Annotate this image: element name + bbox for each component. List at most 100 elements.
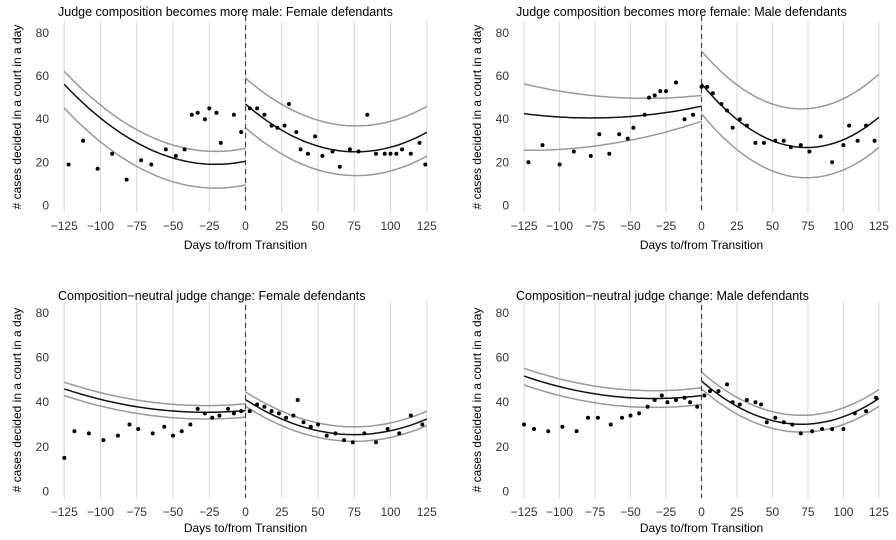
data-point	[342, 438, 347, 443]
ci-lower-right	[245, 127, 428, 177]
x-tick-label: 75	[801, 505, 815, 519]
x-tick-label: −75	[127, 505, 148, 519]
data-point	[362, 431, 367, 436]
data-point	[810, 429, 815, 434]
data-point	[255, 402, 260, 407]
x-tick-label: −50	[620, 505, 641, 519]
data-point	[652, 398, 657, 402]
data-point	[262, 112, 267, 117]
data-point	[276, 411, 281, 416]
x-tick-label: 50	[766, 505, 780, 519]
ci-upper-right	[245, 77, 428, 127]
data-point	[702, 393, 707, 398]
data-point	[66, 162, 71, 167]
data-point	[830, 427, 835, 431]
x-tick-label: 100	[380, 219, 400, 233]
x-tick-label: −125	[51, 505, 78, 519]
data-point	[202, 411, 207, 416]
y-tick-label: 20	[36, 440, 50, 454]
data-point	[645, 404, 650, 409]
data-point	[773, 415, 778, 420]
data-point	[764, 420, 769, 425]
data-point	[540, 143, 545, 148]
fit-line-left	[63, 83, 246, 166]
x-tick-label: −25	[199, 219, 220, 233]
y-tick-label: 40	[496, 112, 510, 126]
panel-title: Judge composition becomes more male: Fem…	[58, 5, 393, 19]
x-tick-label: 50	[311, 219, 325, 233]
data-point	[682, 117, 687, 122]
ci-upper-left	[523, 83, 702, 100]
x-tick-label: −50	[620, 219, 641, 233]
x-tick-label: −125	[51, 219, 78, 233]
data-point	[725, 108, 729, 113]
data-point	[202, 117, 207, 122]
data-point	[115, 433, 120, 438]
data-point	[798, 431, 803, 436]
data-point	[150, 431, 155, 436]
data-point	[247, 106, 252, 111]
fit-line-right	[701, 380, 880, 426]
data-point	[574, 429, 579, 434]
data-point	[365, 112, 370, 117]
x-tick-label: −100	[87, 505, 114, 519]
data-point	[674, 80, 678, 85]
data-point	[356, 149, 361, 154]
y-tick-label: 80	[496, 26, 510, 40]
y-axis-label: # cases decided in a court in a day	[10, 308, 24, 493]
data-point	[522, 422, 527, 427]
data-point	[239, 409, 244, 414]
data-point	[308, 424, 313, 429]
panel-male-defendants-more-female: Judge composition becomes more female: M…	[470, 5, 889, 252]
data-point	[608, 422, 613, 427]
ci-upper-right	[245, 391, 428, 428]
data-point	[282, 123, 287, 128]
data-point	[526, 160, 531, 165]
y-tick-label: 60	[496, 351, 510, 365]
x-tick-label: 0	[242, 219, 249, 233]
data-point	[744, 123, 749, 128]
y-tick-label: 20	[496, 440, 510, 454]
data-point	[872, 138, 877, 143]
data-point	[725, 382, 729, 387]
x-tick-label: 75	[348, 505, 362, 519]
data-point	[658, 89, 663, 94]
data-point	[647, 95, 651, 100]
data-point	[124, 177, 129, 182]
x-tick-label: 25	[275, 505, 289, 519]
x-tick-label: −75	[585, 505, 606, 519]
data-point	[72, 429, 77, 434]
data-point	[189, 112, 194, 117]
fit-line-right	[245, 103, 428, 153]
data-point	[423, 162, 428, 167]
x-tick-label: 125	[869, 219, 889, 233]
data-point	[708, 389, 712, 394]
data-point	[385, 427, 390, 431]
x-tick-label: −75	[585, 219, 606, 233]
y-axis-label: # cases decided in a court in a day	[10, 25, 24, 210]
data-point	[397, 431, 402, 436]
data-point	[788, 145, 793, 150]
x-tick-label: 25	[275, 219, 289, 233]
data-point	[798, 143, 803, 148]
data-point	[607, 151, 612, 156]
data-point	[642, 112, 647, 117]
data-point	[595, 415, 600, 420]
panel-title: Judge composition becomes more female: M…	[516, 5, 847, 19]
data-point	[294, 130, 299, 135]
data-point	[316, 422, 320, 427]
y-tick-label: 0	[502, 484, 509, 498]
data-point	[388, 151, 393, 156]
y-tick-label: 80	[36, 306, 50, 320]
x-tick-label: 25	[730, 505, 744, 519]
data-point	[699, 84, 704, 89]
ci-upper-right	[701, 371, 880, 417]
data-point	[597, 132, 602, 137]
x-tick-label: 0	[242, 505, 249, 519]
data-point	[95, 166, 100, 171]
fit-line-left	[524, 105, 702, 119]
x-tick-label: 125	[417, 219, 437, 233]
x-tick-label: 100	[833, 219, 853, 233]
data-point	[719, 102, 724, 106]
data-point	[716, 389, 721, 394]
